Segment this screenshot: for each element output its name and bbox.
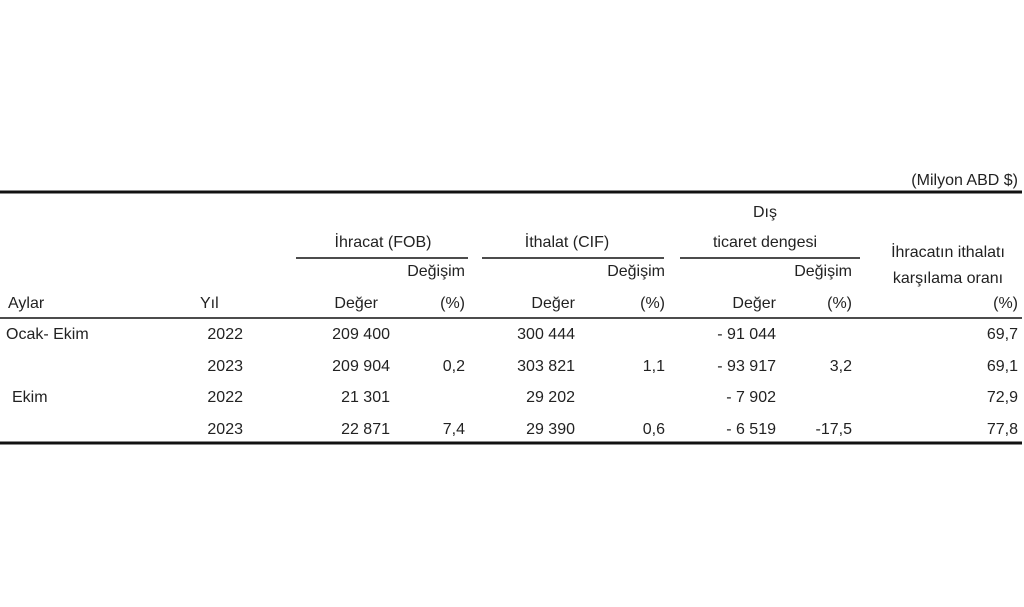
- cell: 69,7: [987, 326, 1018, 343]
- cell: 29 390: [526, 421, 575, 438]
- change-header: Değişim: [794, 263, 852, 280]
- group-header: karşılama oranı: [893, 270, 1003, 287]
- cell: 72,9: [987, 389, 1018, 406]
- row-label: Ekim: [12, 389, 48, 406]
- group-header: ticaret dengesi: [713, 234, 817, 251]
- column-header: (%): [640, 295, 665, 312]
- cell: 7,4: [443, 421, 465, 438]
- cell: 209 904: [332, 358, 390, 375]
- cell: 1,1: [643, 358, 665, 375]
- cell: 2022: [207, 326, 243, 343]
- cell: 2023: [207, 421, 243, 438]
- cell: 300 444: [517, 326, 575, 343]
- column-header: Değer: [334, 295, 378, 312]
- column-header: Değer: [531, 295, 575, 312]
- cell: - 7 902: [726, 389, 776, 406]
- column-header: (%): [440, 295, 465, 312]
- column-header: Değer: [732, 295, 776, 312]
- cell: 21 301: [341, 389, 390, 406]
- cell: 0,2: [443, 358, 465, 375]
- cell: -17,5: [816, 421, 853, 438]
- cell: - 6 519: [726, 421, 776, 438]
- group-header: İthalat (CIF): [525, 232, 609, 251]
- cell: 2022: [207, 389, 243, 406]
- change-header: Değişim: [607, 263, 665, 280]
- cell: - 91 044: [717, 326, 776, 343]
- unit-note: (Milyon ABD $): [911, 172, 1018, 189]
- row-label: Ocak- Ekim: [6, 326, 89, 343]
- change-header: Değişim: [407, 263, 465, 280]
- column-header: Aylar: [8, 295, 45, 312]
- group-header: İhracat (FOB): [335, 232, 432, 251]
- cell: 22 871: [341, 421, 390, 438]
- cell: 209 400: [332, 326, 390, 343]
- cell: 77,8: [987, 421, 1018, 438]
- group-header: Dış: [753, 204, 777, 221]
- cell: - 93 917: [717, 358, 776, 375]
- cell: 69,1: [987, 358, 1018, 375]
- column-header: Yıl: [200, 295, 219, 312]
- cell: 29 202: [526, 389, 575, 406]
- cell: 0,6: [643, 421, 665, 438]
- cell: 3,2: [830, 358, 852, 375]
- cell: 303 821: [517, 358, 575, 375]
- cell: 2023: [207, 358, 243, 375]
- column-header: (%): [993, 295, 1018, 312]
- group-header: İhracatın ithalatı: [891, 242, 1005, 261]
- column-header: (%): [827, 295, 852, 312]
